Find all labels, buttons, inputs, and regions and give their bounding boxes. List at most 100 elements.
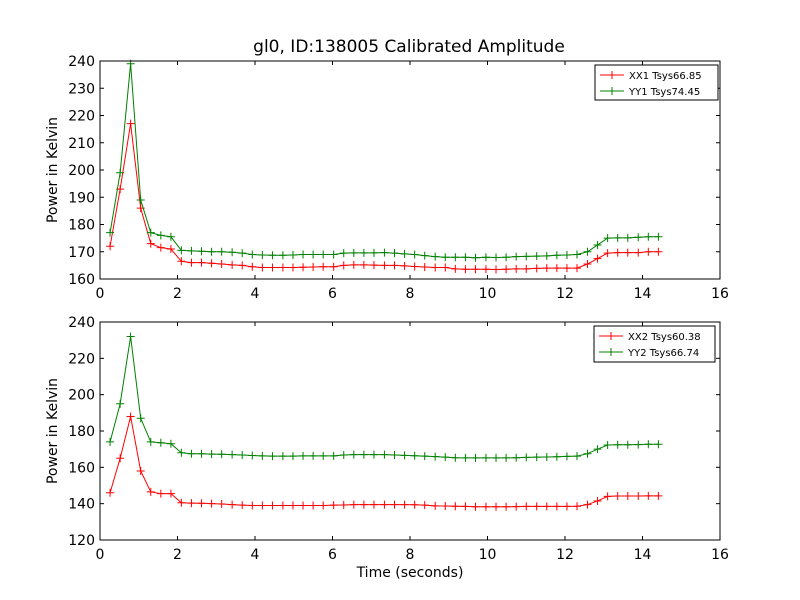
data-point xyxy=(562,502,571,511)
data-point xyxy=(299,250,308,259)
data-point xyxy=(451,502,460,511)
y-axis-label: Power in Kelvin xyxy=(45,117,61,223)
data-point xyxy=(562,264,571,273)
data-point xyxy=(390,261,399,270)
data-point xyxy=(359,260,368,269)
data-point xyxy=(400,249,409,258)
data-point xyxy=(502,502,511,511)
data-point xyxy=(166,489,175,498)
data-point xyxy=(593,496,602,505)
legend-label: XX2 Tsys60.38 xyxy=(628,332,701,343)
data-point xyxy=(217,247,226,256)
data-point xyxy=(136,414,145,423)
data-point xyxy=(369,261,378,270)
data-point xyxy=(106,437,115,446)
data-point xyxy=(481,502,490,511)
data-point xyxy=(156,243,165,252)
data-point xyxy=(512,264,521,273)
data-point xyxy=(238,450,247,459)
data-point xyxy=(552,452,561,461)
x-tick-label: 2 xyxy=(173,547,182,563)
data-point xyxy=(441,263,450,272)
data-point xyxy=(532,453,541,462)
data-point xyxy=(420,452,429,461)
data-point xyxy=(471,265,480,274)
data-point xyxy=(309,263,318,272)
data-point xyxy=(217,450,226,459)
data-point xyxy=(502,265,511,274)
data-point xyxy=(238,501,247,510)
data-point xyxy=(410,262,419,271)
data-point xyxy=(228,500,237,509)
data-point xyxy=(532,502,541,511)
data-point xyxy=(217,500,226,509)
data-point xyxy=(248,262,257,271)
data-point xyxy=(309,250,318,259)
data-point xyxy=(492,502,501,511)
data-point xyxy=(278,263,287,272)
data-point xyxy=(349,500,358,509)
data-point xyxy=(329,501,338,510)
data-point xyxy=(583,260,592,269)
data-point xyxy=(146,437,155,446)
data-point xyxy=(481,453,490,462)
data-point xyxy=(654,440,663,449)
data-point xyxy=(542,264,551,273)
data-point xyxy=(461,265,470,274)
legend-entry: XX2 Tsys60.38 xyxy=(599,332,701,343)
x-tick-label: 0 xyxy=(96,547,105,563)
data-point xyxy=(573,250,582,259)
data-point xyxy=(613,233,622,242)
data-point xyxy=(248,501,257,510)
y-tick-label: 240 xyxy=(68,315,95,331)
data-point xyxy=(238,261,247,270)
data-point xyxy=(552,502,561,511)
data-point xyxy=(207,259,216,268)
data-point xyxy=(319,250,328,259)
data-point xyxy=(207,499,216,508)
data-point xyxy=(400,500,409,509)
y-tick-label: 160 xyxy=(68,272,95,288)
data-point xyxy=(268,452,277,461)
data-point xyxy=(613,440,622,449)
y-tick-label: 140 xyxy=(68,497,95,513)
data-point xyxy=(431,252,440,261)
data-point xyxy=(410,500,419,509)
data-point xyxy=(502,453,511,462)
legend-marker xyxy=(607,332,615,340)
legend-label: YY1 Tsys74.45 xyxy=(628,87,700,98)
data-point xyxy=(116,454,125,463)
data-point xyxy=(471,502,480,511)
y-tick-label: 170 xyxy=(68,245,95,261)
data-point xyxy=(603,249,612,258)
data-point xyxy=(228,260,237,269)
y-tick-label: 120 xyxy=(68,533,95,549)
data-point xyxy=(177,448,186,457)
data-point xyxy=(400,451,409,460)
y-tick-label: 180 xyxy=(68,424,95,440)
data-point xyxy=(451,253,460,262)
data-point xyxy=(431,501,440,510)
data-point xyxy=(258,451,267,460)
data-point xyxy=(512,453,521,462)
data-point xyxy=(451,264,460,273)
data-point xyxy=(420,251,429,260)
data-point xyxy=(278,452,287,461)
data-point xyxy=(552,264,561,273)
data-point xyxy=(268,263,277,272)
data-point xyxy=(166,232,175,241)
data-point xyxy=(593,445,602,454)
y-tick-label: 230 xyxy=(68,81,95,97)
data-point xyxy=(410,250,419,259)
data-point xyxy=(187,258,196,267)
legend: XX1 Tsys66.85 YY1 Tsys74.45 xyxy=(594,64,719,101)
data-point xyxy=(481,265,490,274)
data-point xyxy=(258,251,267,260)
x-tick-label: 16 xyxy=(711,547,729,563)
data-point xyxy=(177,246,186,255)
data-point xyxy=(228,248,237,257)
data-point xyxy=(126,332,135,341)
data-point xyxy=(106,242,115,251)
series-yy xyxy=(106,332,663,462)
x-tick-label: 4 xyxy=(251,547,260,563)
